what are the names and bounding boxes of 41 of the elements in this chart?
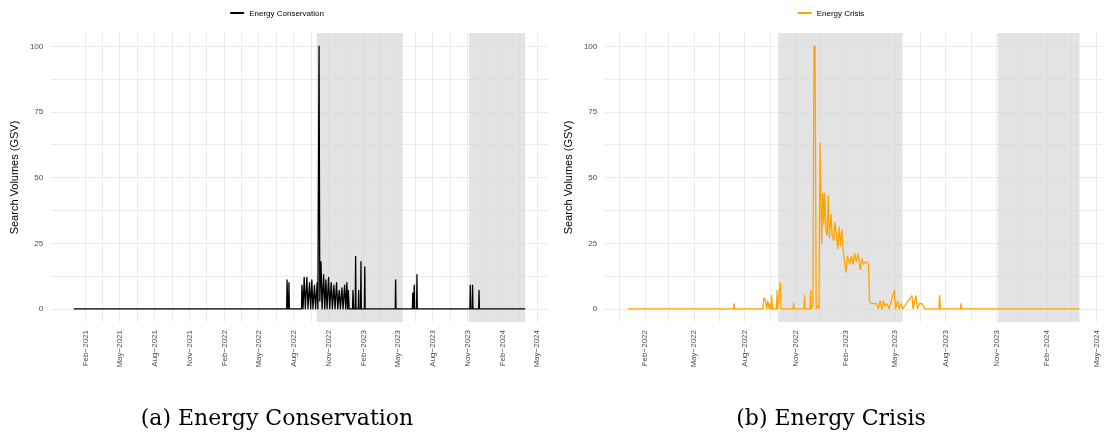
- x-tick-label: Feb−2021: [81, 329, 91, 367]
- y-tick-label: 75: [588, 107, 598, 117]
- x-tick-label: Nov−2023: [463, 329, 473, 367]
- x-tick-label: Aug−2022: [289, 329, 299, 367]
- y-tick-label: 25: [588, 238, 598, 248]
- y-tick-label: 100: [583, 41, 598, 51]
- x-tick-label: Feb−2022: [640, 329, 650, 367]
- x-tick-label: Feb−2023: [841, 329, 851, 367]
- x-tick-label: Feb−2022: [220, 329, 230, 367]
- x-tick-label: Nov−2022: [790, 329, 800, 367]
- legend-label: Energy Crisis: [816, 8, 865, 18]
- y-axis-title: Search Volumes (GSV): [7, 120, 20, 235]
- line-series: [73, 45, 526, 310]
- y-tick-label: 100: [29, 41, 44, 51]
- x-tick-label: May−2022: [689, 329, 699, 368]
- x-tick-label: May−2024: [532, 329, 542, 368]
- y-axis-title: Search Volumes (GSV): [561, 120, 574, 235]
- x-tick-label: May−2024: [1091, 329, 1101, 368]
- x-tick-label: Feb−2023: [359, 329, 369, 367]
- x-tick-label: Aug−2023: [941, 329, 951, 367]
- x-tick-label: May−2021: [114, 329, 124, 368]
- y-tick-label: 75: [34, 107, 44, 117]
- x-tick-label: Aug−2023: [428, 329, 438, 367]
- x-tick-label: May−2022: [253, 329, 263, 368]
- x-tick-label: Nov−2022: [324, 329, 334, 367]
- x-tick-label: Feb−2024: [498, 329, 508, 367]
- x-tick-label: Aug−2021: [149, 329, 159, 367]
- y-tick-label: 50: [34, 173, 44, 182]
- legend-label: Energy Conservation: [249, 8, 324, 18]
- x-tick-label: Nov−2023: [991, 329, 1001, 367]
- x-tick-label: Nov−2021: [185, 329, 195, 367]
- y-tick-label: 0: [38, 304, 44, 314]
- y-tick-label: 25: [34, 238, 44, 248]
- x-tick-label: Aug−2022: [740, 329, 750, 367]
- text: (b) Energy Crisis: [736, 404, 926, 430]
- x-tick-label: Feb−2024: [1042, 329, 1052, 367]
- text: (a) Energy Conservation: [140, 404, 414, 430]
- y-tick-label: 0: [592, 304, 598, 314]
- x-tick-label: May−2023: [393, 329, 403, 368]
- x-tick-label: May−2023: [890, 329, 900, 368]
- y-tick-label: 50: [588, 173, 598, 182]
